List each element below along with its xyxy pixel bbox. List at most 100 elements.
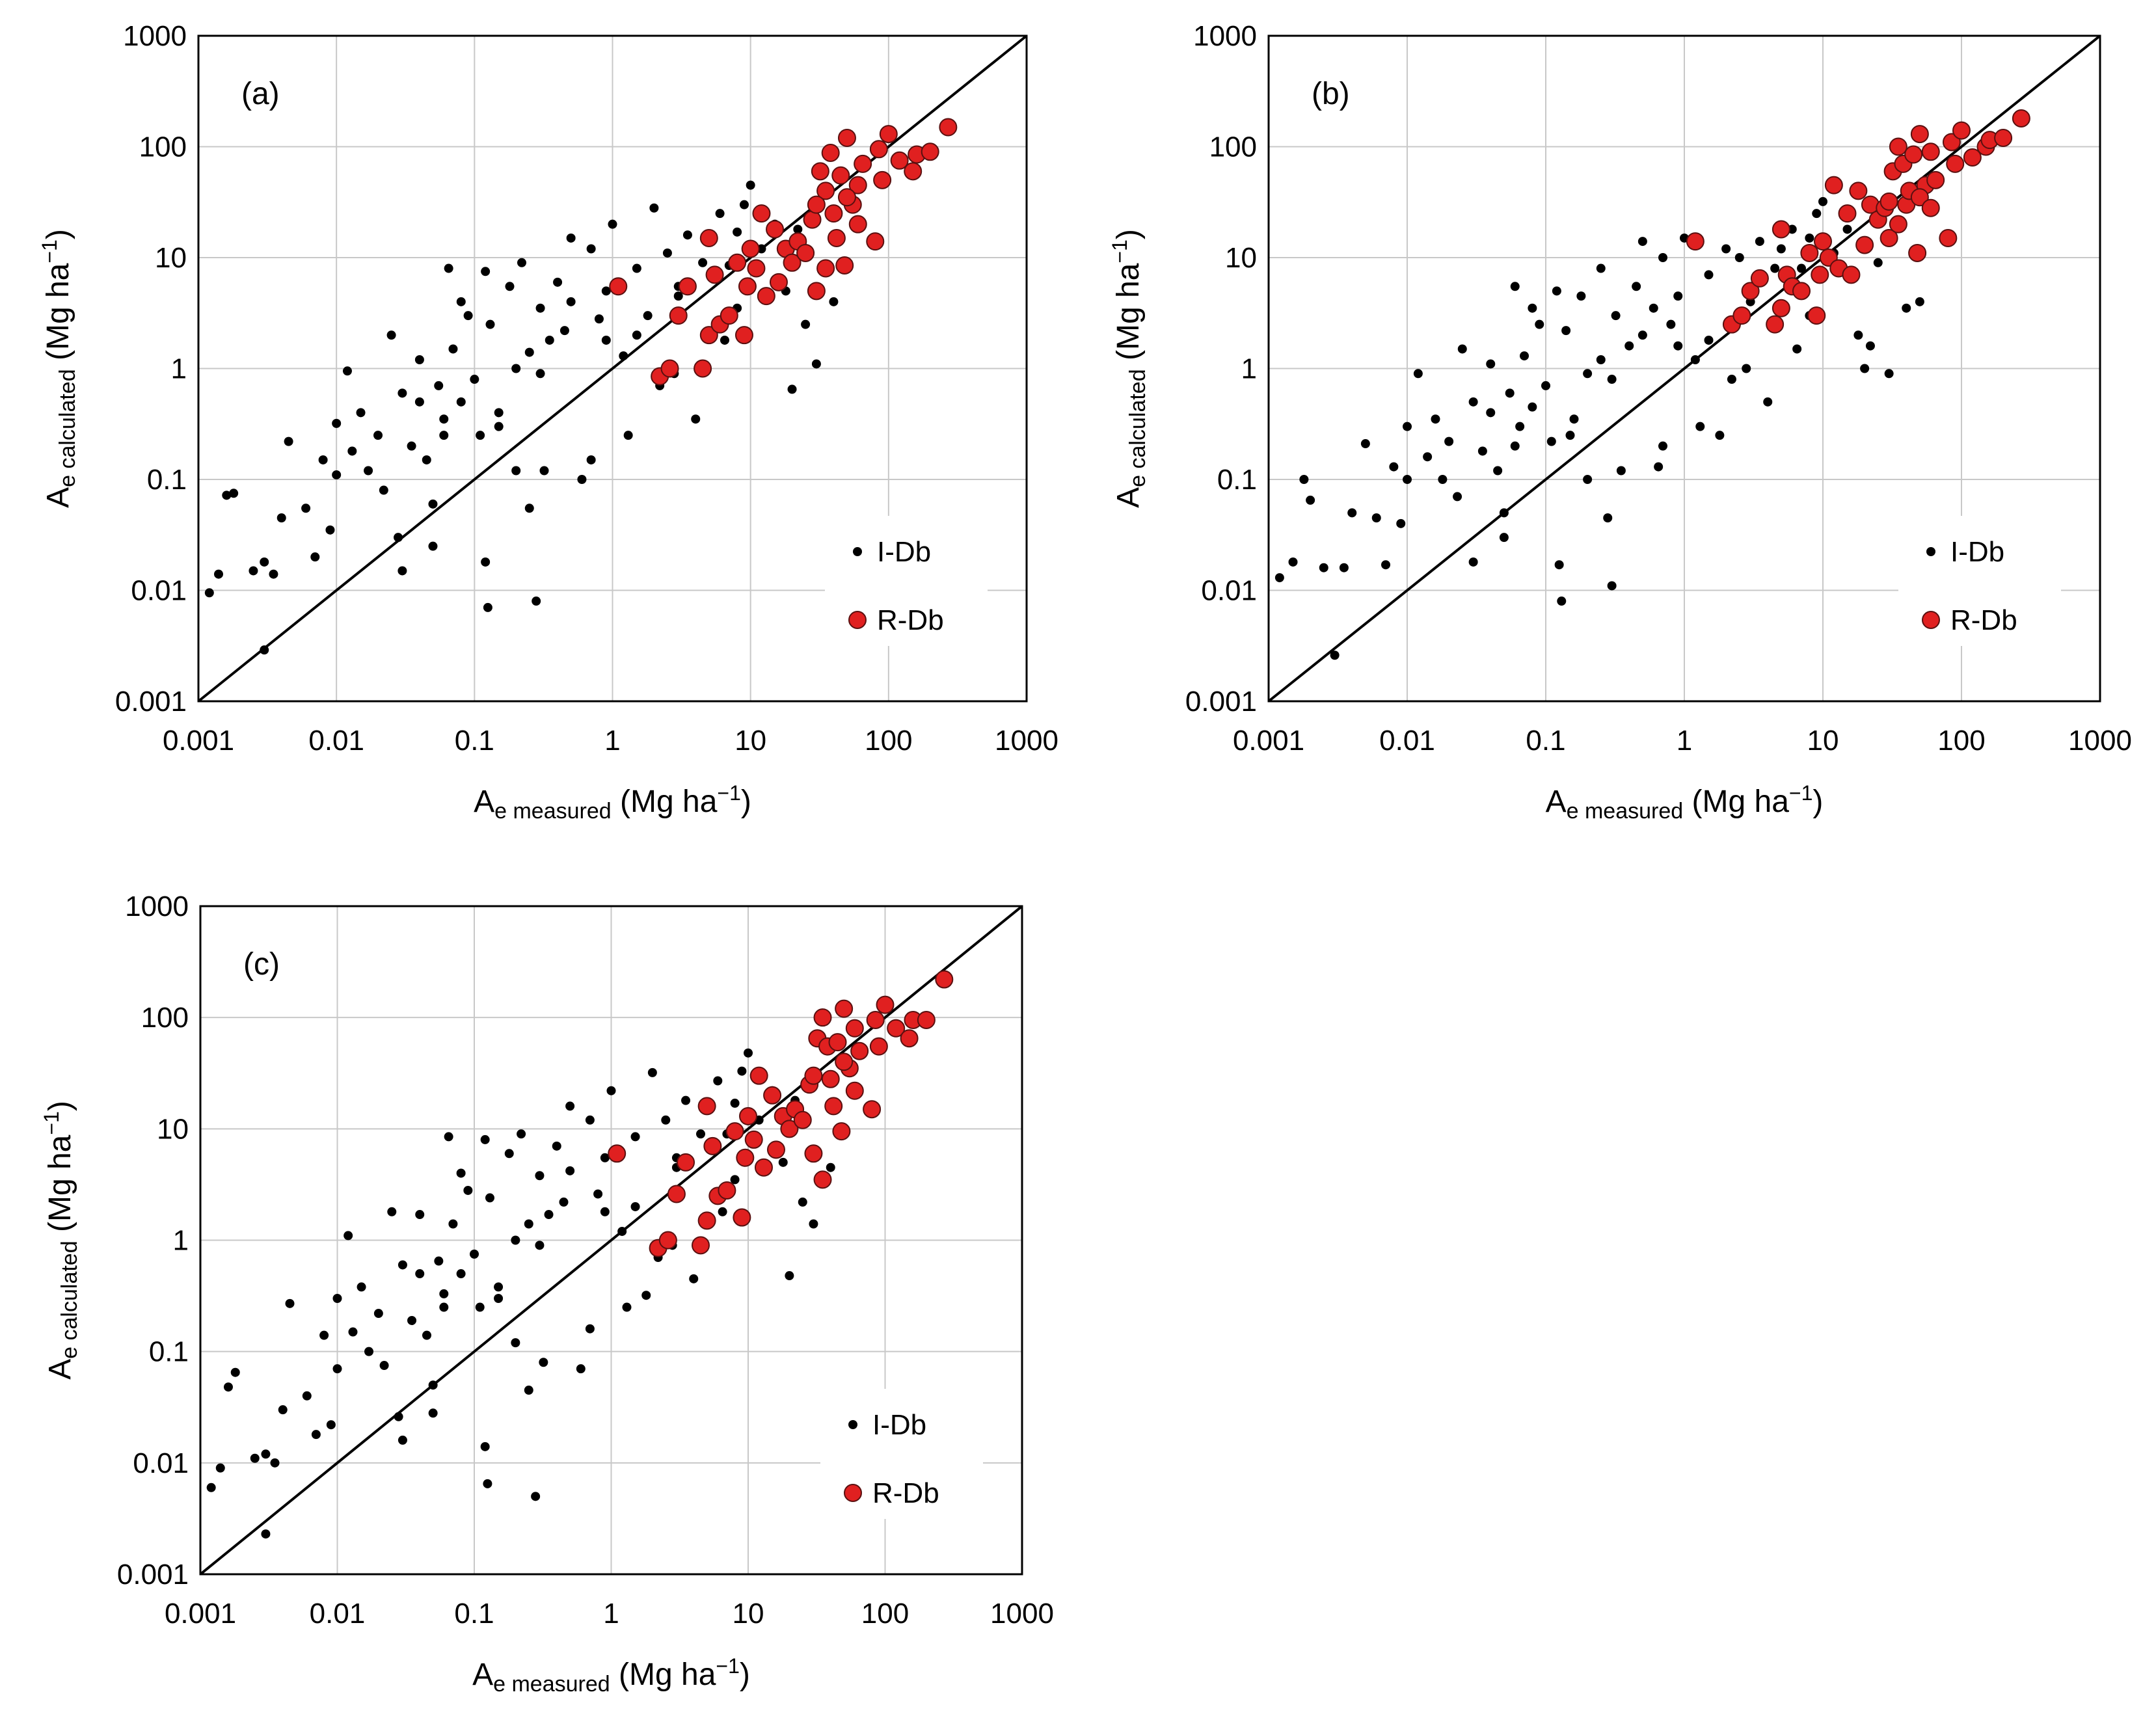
data-point-idb (398, 388, 407, 398)
data-point-idb (566, 297, 576, 306)
data-point-idb (1755, 237, 1764, 247)
axis-title-sup: −1 (716, 1654, 739, 1678)
data-point-idb (319, 1330, 329, 1340)
data-point-idb (1438, 475, 1448, 484)
data-point-rdb (783, 253, 802, 272)
y-tick-label: 100 (1209, 131, 1257, 163)
chart-panel-1: 0.001 0.01 0.1 1 10 100 1000 0.001 0.01 0.1 1 10 100… (38, 20, 1058, 824)
data-point-idb (284, 436, 293, 446)
data-point-idb (398, 1435, 407, 1445)
data-point-rdb (744, 1130, 763, 1149)
data-point-rdb (854, 154, 872, 173)
y-tick-label: 0.001 (1185, 686, 1257, 718)
data-point-idb (444, 1132, 453, 1142)
data-point-idb (1649, 303, 1658, 313)
data-point-idb (713, 1076, 723, 1086)
data-point-idb (439, 1289, 449, 1298)
x-tick-label: 100 (865, 725, 912, 757)
x-tick-label: 1 (604, 725, 620, 757)
data-point-idb (504, 1149, 514, 1159)
data-point-idb (422, 455, 431, 464)
data-point-idb (511, 1338, 520, 1348)
data-point-idb (586, 244, 596, 254)
data-point-rdb (1814, 232, 1832, 251)
y-axis-title: Ae calculated (Mg ha−1) (1108, 229, 1150, 508)
data-point-idb (1704, 270, 1714, 280)
data-point-rdb (1792, 282, 1811, 301)
data-point-rdb (741, 239, 760, 258)
data-point-rdb (1942, 133, 1961, 152)
data-point-idb (622, 1302, 632, 1312)
data-point-idb (539, 466, 549, 476)
data-point-idb (1347, 508, 1357, 518)
y-axis-title: Ae calculated (Mg ha−1) (40, 1101, 82, 1380)
data-point-idb (1486, 408, 1496, 418)
data-point-rdb (835, 999, 854, 1018)
data-point-idb (444, 263, 453, 273)
data-point-idb (332, 1364, 342, 1374)
data-point-rdb (1994, 128, 2013, 147)
data-point-idb (481, 557, 491, 567)
data-point-idb (619, 351, 628, 361)
one-to-one-line (199, 905, 1023, 1576)
axis-title-unit: (Mg ha (1111, 263, 1146, 369)
data-point-rdb (660, 359, 679, 378)
data-point-idb (1444, 436, 1454, 446)
series-r-db (609, 118, 958, 386)
data-point-rdb (697, 1097, 716, 1116)
data-point-idb (1274, 573, 1284, 583)
data-point-idb (744, 1048, 753, 1058)
data-point-idb (1360, 439, 1370, 449)
data-point-idb (344, 1231, 353, 1241)
data-point-idb (311, 1430, 321, 1440)
data-point-idb (1865, 341, 1875, 351)
data-point-idb (1632, 282, 1641, 291)
data-point-idb (1499, 533, 1509, 543)
data-point-idb (576, 1364, 586, 1374)
x-tick-label: 1000 (995, 725, 1058, 757)
data-point-idb (785, 1271, 794, 1281)
y-tick-label: 0.01 (131, 575, 187, 607)
data-point-rdb (845, 1019, 864, 1038)
data-point-idb (1792, 344, 1802, 354)
axis-title-main: A (1546, 785, 1567, 819)
data-point-idb (811, 359, 821, 369)
data-point-idb (600, 1153, 610, 1162)
data-point-idb (1381, 560, 1391, 570)
y-tick-label: 1 (173, 1225, 189, 1257)
data-point-idb (1666, 319, 1676, 329)
data-point-idb (481, 267, 491, 276)
data-point-idb (1658, 253, 1668, 262)
data-point-idb (223, 1382, 233, 1392)
data-point-idb (715, 209, 725, 219)
data-point-idb (829, 297, 839, 306)
data-point-rdb (1772, 220, 1790, 239)
data-point-idb (398, 566, 407, 576)
data-point-idb (649, 203, 659, 213)
data-point-idb (1431, 414, 1440, 424)
data-point-idb (214, 569, 224, 579)
data-point-idb (623, 431, 633, 440)
data-point-rdb (733, 1208, 751, 1227)
data-point-idb (809, 1219, 818, 1229)
x-axis-title: Ae measured (Mg ha−1) (472, 1654, 750, 1697)
data-point-idb (1541, 381, 1550, 390)
data-point-rdb (824, 1097, 843, 1116)
data-point-rdb (1811, 265, 1829, 284)
data-point-idb (332, 1293, 342, 1303)
data-point-rdb (763, 1086, 782, 1105)
data-point-rdb (705, 265, 724, 284)
data-point-rdb (869, 1037, 888, 1056)
one-to-one-line (1267, 34, 2101, 703)
axis-title-sub: e calculated (57, 1241, 82, 1358)
data-point-idb (222, 490, 232, 500)
data-point-idb (1515, 422, 1525, 431)
data-point-idb (1468, 557, 1478, 567)
data-point-idb (1637, 237, 1647, 247)
data-point-rdb (747, 259, 766, 278)
data-point-idb (505, 282, 515, 291)
data-point-idb (662, 248, 672, 258)
data-point-idb (801, 319, 811, 329)
legend-marker-idb (853, 547, 862, 556)
